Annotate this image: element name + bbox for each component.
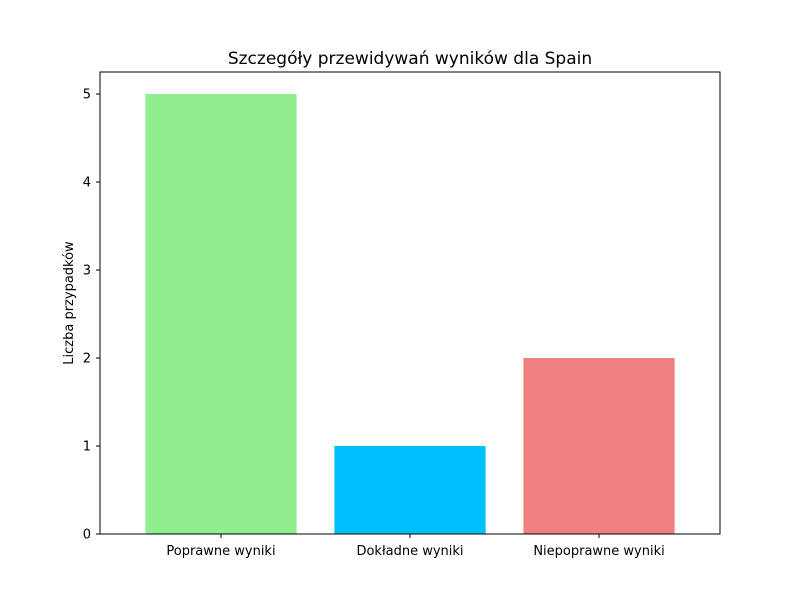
- y-tick-label-2: 2: [83, 352, 91, 367]
- y-tick-label-3: 3: [83, 264, 91, 279]
- y-axis-label: Liczba przypadków: [62, 241, 77, 365]
- x-tick-label-2: Dokładne wyniki: [356, 544, 463, 559]
- x-axis: Poprawne wyniki Dokładne wyniki Niepoprawn…: [166, 534, 665, 559]
- y-tick-label-0: 0: [83, 528, 91, 543]
- bar-3: [523, 358, 675, 534]
- bar-2: [334, 446, 486, 534]
- chart-title: Szczegóły przewidywań wyników dla Spain: [228, 49, 592, 69]
- y-tick-label-1: 1: [83, 440, 91, 455]
- x-tick-label-3: Niepoprawne wyniki: [533, 544, 664, 559]
- plot-frame: [99, 71, 721, 535]
- y-tick-label-5: 5: [83, 88, 91, 103]
- bar-1: [145, 94, 297, 534]
- bars-group: [145, 94, 675, 534]
- x-tick-label-1: Poprawne wyniki: [166, 544, 275, 559]
- y-axis: 0 1 2 3 4 5: [83, 88, 100, 543]
- y-tick-label-4: 4: [83, 176, 91, 191]
